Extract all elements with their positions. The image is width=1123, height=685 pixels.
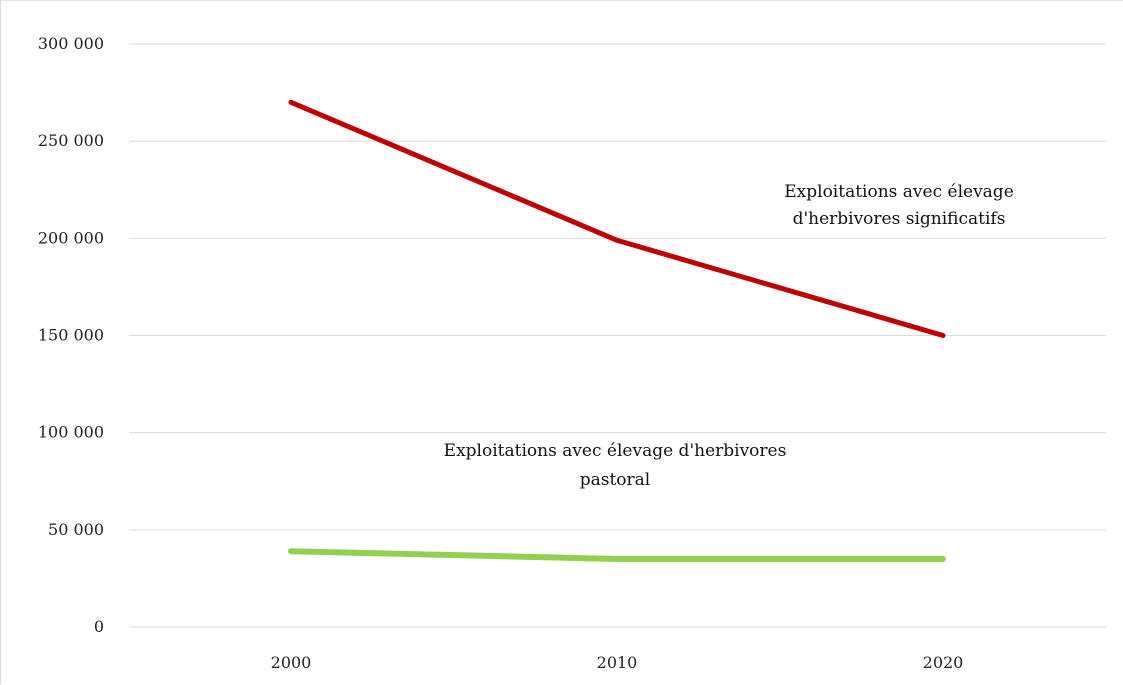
y-tick-label: 50 000 [48,520,104,539]
series-line-1 [288,548,946,562]
y-tick-label: 0 [94,617,104,636]
series-0-label-line: d'herbivores significatifs [793,209,1006,229]
y-tick-label: 100 000 [38,423,104,442]
series-line-0 [288,99,946,338]
x-tick-label: 2020 [923,653,964,672]
x-axis-tick-labels: 2000 2010 2020 [271,653,964,672]
gridlines [129,43,1106,628]
y-tick-label: 200 000 [38,228,104,247]
series-labels: Exploitations avec élevage d'herbivores s… [444,182,1014,490]
series-0-label-line: Exploitations avec élevage [784,182,1014,202]
x-tick-label: 2010 [597,653,638,672]
y-tick-label: 150 000 [38,326,104,345]
y-tick-label: 250 000 [38,131,104,150]
series-1-label-line: Exploitations avec élevage d'herbivores [444,441,787,461]
series-1-label-line: pastoral [580,470,651,490]
series-lines [288,99,946,562]
x-tick-label: 2000 [271,653,312,672]
y-axis-tick-labels: 0 50 000 100 000 150 000 200 000 250 000 300 0… [38,34,104,636]
y-tick-label: 300 000 [38,34,104,53]
